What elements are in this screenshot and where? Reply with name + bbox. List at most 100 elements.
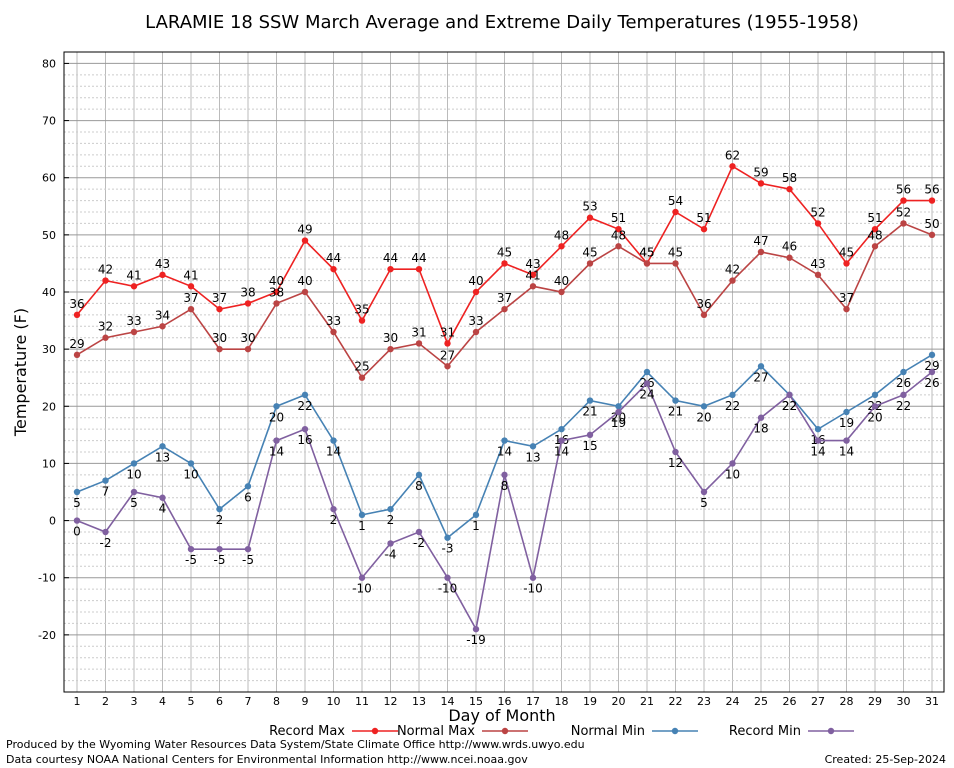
data-label: 42	[98, 263, 113, 277]
data-point	[358, 574, 366, 581]
data-point	[643, 260, 651, 267]
data-label: 0	[73, 525, 81, 539]
data-point	[757, 180, 765, 187]
data-point	[187, 283, 195, 290]
series-normal-min: 5710131026202214128-31141316212026212022…	[73, 351, 940, 556]
data-label: 52	[810, 205, 825, 219]
data-point	[216, 345, 223, 353]
data-point	[130, 283, 138, 290]
data-label: 27	[753, 370, 768, 384]
data-point	[415, 265, 423, 273]
data-label: 20	[269, 410, 284, 424]
data-point	[700, 488, 708, 496]
x-tick-label: 25	[754, 695, 768, 708]
data-label: -10	[523, 582, 543, 596]
data-point	[786, 391, 793, 399]
y-axis-ticks: -20 -10 0 10 20 30 40 50 60 70 80	[38, 57, 69, 642]
data-label: 45	[839, 245, 854, 259]
data-label: 45	[497, 245, 512, 259]
data-point	[330, 437, 337, 444]
data-label: 19	[839, 416, 854, 430]
data-label: 10	[183, 467, 198, 481]
data-point	[472, 328, 480, 336]
x-tick-label: 18	[555, 695, 569, 708]
data-point	[387, 345, 394, 353]
data-point	[472, 288, 480, 296]
data-label: 13	[155, 450, 170, 464]
data-point	[871, 403, 879, 410]
data-label: 58	[782, 171, 797, 185]
data-label: 22	[725, 399, 740, 413]
x-tick-label: 23	[697, 695, 711, 708]
data-label: 22	[297, 399, 312, 413]
data-point	[586, 214, 594, 221]
data-label: 44	[326, 251, 341, 265]
data-point	[187, 305, 195, 313]
legend-label: Record Max	[269, 724, 345, 739]
data-point	[444, 363, 451, 370]
x-tick-label: 5	[188, 695, 195, 708]
data-label: 21	[582, 405, 597, 419]
x-tick-label: 1	[74, 695, 81, 708]
data-point	[130, 488, 138, 496]
data-point	[700, 225, 708, 233]
data-point	[330, 265, 337, 273]
data-label: 48	[554, 228, 569, 242]
data-point	[501, 260, 508, 267]
data-label: 41	[525, 268, 540, 282]
data-label: 12	[668, 456, 683, 470]
data-label: 40	[269, 274, 284, 288]
data-point	[615, 225, 622, 233]
data-point	[814, 220, 822, 227]
data-label: 51	[867, 211, 882, 225]
data-label: 34	[155, 308, 170, 322]
data-point	[558, 243, 565, 250]
data-label: 43	[155, 257, 170, 271]
legend-marker	[671, 727, 679, 735]
legend-marker	[371, 727, 379, 735]
data-point	[586, 431, 594, 439]
data-point	[301, 288, 309, 296]
data-label: 35	[354, 303, 369, 317]
x-tick-label: 17	[526, 695, 540, 708]
data-point	[672, 208, 679, 216]
data-label: 15	[582, 439, 597, 453]
data-point	[472, 625, 480, 633]
data-label: 16	[297, 433, 312, 447]
data-label: 45	[668, 245, 683, 259]
data-point	[928, 197, 936, 204]
data-point	[843, 408, 850, 416]
data-label: 40	[554, 274, 569, 288]
y-tick-label: 80	[42, 57, 56, 70]
data-point	[871, 391, 879, 399]
data-label: 38	[240, 285, 255, 299]
data-label: 22	[782, 399, 797, 413]
data-point	[643, 380, 651, 387]
data-label: 26	[896, 376, 911, 390]
data-label: 30	[240, 331, 255, 345]
data-point	[415, 528, 423, 536]
data-point	[273, 288, 280, 296]
data-point	[244, 345, 252, 353]
data-label: 49	[297, 223, 312, 237]
data-point	[159, 323, 166, 330]
data-label: 29	[924, 359, 939, 373]
data-point	[501, 471, 508, 479]
data-label: 52	[896, 205, 911, 219]
data-label: 42	[725, 263, 740, 277]
data-point	[444, 340, 451, 347]
data-label: 47	[753, 234, 768, 248]
x-tick-label: 8	[273, 695, 280, 708]
data-label: 43	[810, 257, 825, 271]
x-tick-label: 15	[469, 695, 483, 708]
x-tick-label: 29	[868, 695, 882, 708]
y-tick-label: -10	[38, 572, 56, 585]
y-axis-label: Temperature (F)	[11, 308, 30, 437]
data-label: 36	[696, 297, 711, 311]
data-label: 14	[554, 445, 569, 459]
data-point	[814, 437, 822, 444]
data-point	[358, 374, 366, 381]
